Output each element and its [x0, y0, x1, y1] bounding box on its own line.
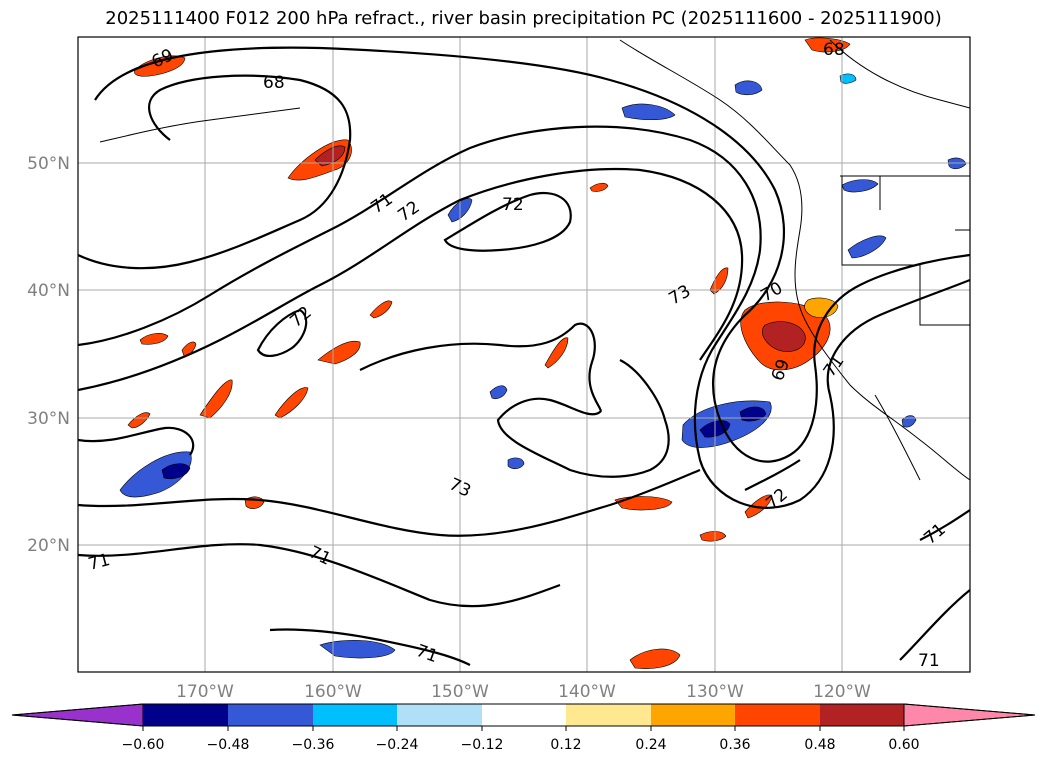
colorbar-swatch	[228, 704, 313, 726]
colorbar-swatch	[313, 704, 397, 726]
colorbar-swatch	[735, 704, 820, 726]
lon-label-130w: 130°W	[686, 682, 744, 702]
colorbar-tick-label: −0.36	[292, 737, 335, 753]
contour-label: 68	[263, 73, 285, 93]
contour-label: 71	[920, 520, 949, 549]
coastlines	[99, 39, 970, 481]
colorbar-tick-label: −0.24	[376, 737, 419, 753]
lat-label-50n: 50°N	[27, 154, 70, 174]
contour-label: 71	[820, 352, 849, 381]
longitude-labels: 170°W 160°W 150°W 140°W 130°W 120°W	[176, 682, 871, 702]
lon-label-160w: 160°W	[304, 682, 362, 702]
contour-label: 72	[286, 303, 315, 332]
colorbar-swatch	[651, 704, 735, 726]
colorbar-swatch	[143, 704, 228, 726]
lat-label-40n: 40°N	[27, 281, 70, 301]
contour-label: 73	[446, 474, 474, 501]
lon-label-140w: 140°W	[558, 682, 616, 702]
contour-label: 71	[306, 542, 334, 569]
lon-label-120w: 120°W	[813, 682, 871, 702]
colorbar-swatch	[482, 704, 566, 726]
colorbar-tick-label: 0.48	[804, 737, 835, 753]
lon-label-150w: 150°W	[431, 682, 489, 702]
colorbar-extend-min	[11, 703, 144, 727]
contour-label: 68	[823, 40, 845, 60]
contour-label: 71	[918, 651, 940, 671]
contour-label: 72	[394, 197, 423, 226]
colorbar-swatch	[397, 704, 482, 726]
lat-label-20n: 20°N	[27, 536, 70, 556]
map-frame	[77, 36, 971, 673]
refractivity-contours	[78, 46, 970, 666]
colorbar-tick-label: 0.24	[635, 737, 666, 753]
lat-label-30n: 30°N	[27, 409, 70, 429]
latitude-labels: 50°N 40°N 30°N 20°N	[27, 154, 70, 556]
contour-label: 72	[762, 485, 791, 514]
colorbar-extend-max	[903, 703, 1036, 727]
contour-label: 71	[86, 550, 112, 575]
contour-label: 71	[413, 641, 440, 667]
graticule	[78, 37, 970, 672]
colorbar-tick-label: 0.36	[719, 737, 750, 753]
precipitation-shading	[119, 37, 967, 669]
colorbar: −0.60 −0.48 −0.36 −0.24 −0.12 0.12 0.24 …	[11, 703, 1036, 753]
colorbar-swatch	[820, 704, 904, 726]
colorbar-swatch	[566, 704, 651, 726]
plot-title: 2025111400 F012 200 hPa refract., river …	[105, 8, 942, 29]
contour-label: 72	[502, 195, 524, 215]
colorbar-tick-label: −0.48	[207, 737, 250, 753]
colorbar-tick-label: −0.12	[461, 737, 504, 753]
colorbar-tick-label: −0.60	[122, 737, 165, 753]
colorbar-tick-label: 0.60	[888, 737, 919, 753]
lon-label-170w: 170°W	[176, 682, 234, 702]
contour-label: 73	[666, 281, 695, 309]
colorbar-tick-label: 0.12	[550, 737, 581, 753]
